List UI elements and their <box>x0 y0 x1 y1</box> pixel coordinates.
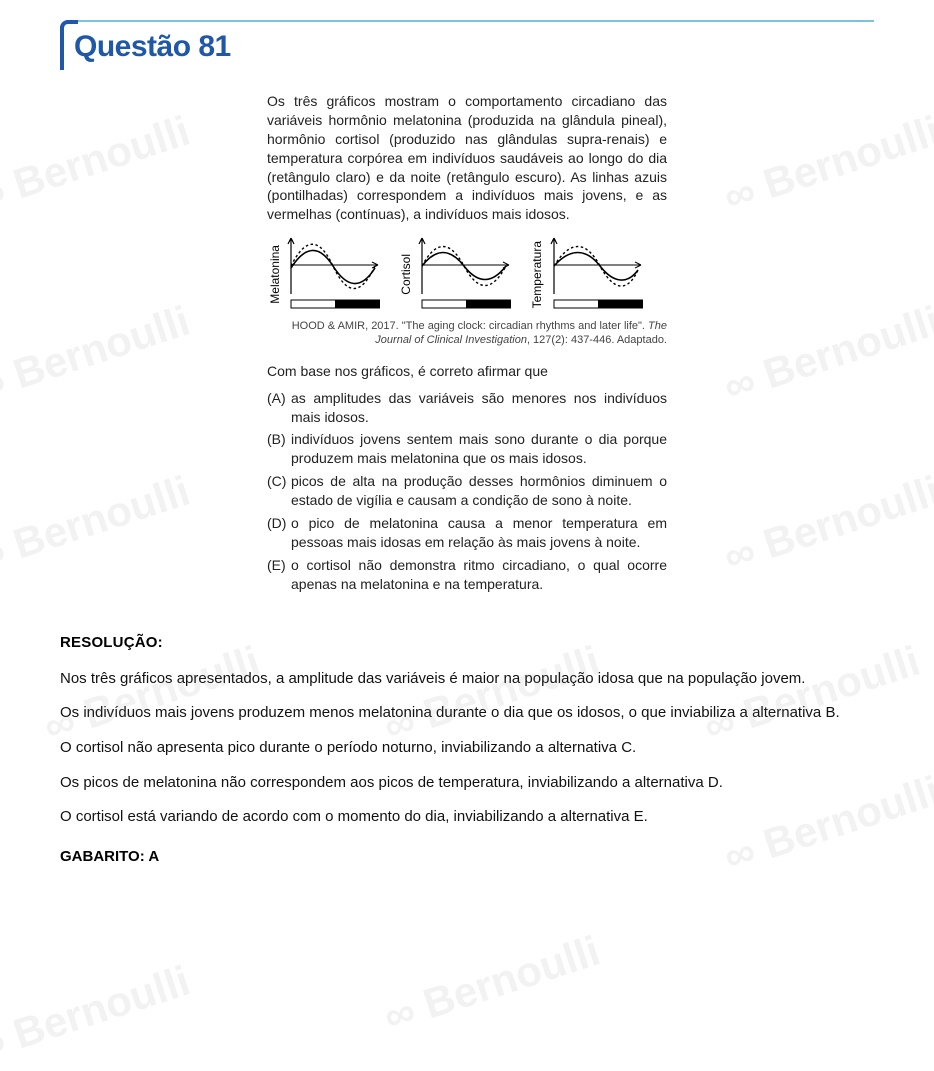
chart-ylabel: Temperatura <box>529 241 545 308</box>
option-text: o pico de melatonina causa a menor tempe… <box>291 514 667 552</box>
question-title: Questão 81 <box>70 26 874 70</box>
option-text: o cortisol não demonstra ritmo circadian… <box>291 556 667 594</box>
option-label: (A) <box>267 389 291 427</box>
question-intro: Os três gráficos mostram o comportamento… <box>267 92 667 224</box>
option-row: (C)picos de alta na produção desses horm… <box>267 472 667 510</box>
options-list: (A)as amplitudes das variáveis são menor… <box>267 389 667 594</box>
question-body: Os três gráficos mostram o comportamento… <box>267 92 667 594</box>
mini-chart: Temperatura <box>529 236 642 312</box>
resolution-paragraph: Os indivíduos mais jovens produzem menos… <box>60 703 874 724</box>
watermark-text: ∞ Bernoulli <box>0 957 196 1071</box>
option-row: (D)o pico de melatonina causa a menor te… <box>267 514 667 552</box>
watermark-text: ∞ Bernoulli <box>0 467 196 582</box>
chart-svg <box>416 236 511 312</box>
resolution-heading: RESOLUÇÃO: <box>60 634 874 651</box>
watermark-text: ∞ Bernoulli <box>0 297 196 412</box>
chart-ylabel: Cortisol <box>398 254 414 295</box>
option-text: as amplitudes das variáveis são menores … <box>291 389 667 427</box>
option-label: (B) <box>267 430 291 468</box>
watermark-text: ∞ Bernoulli <box>378 927 606 1042</box>
mini-chart: Melatonina <box>267 236 380 312</box>
option-text: indivíduos jovens sentem mais sono duran… <box>291 430 667 468</box>
citation-part2: , 127(2): 437-446. Adaptado. <box>527 334 667 346</box>
resolution-paragraphs: Nos três gráficos apresentados, a amplit… <box>60 669 874 828</box>
option-label: (C) <box>267 472 291 510</box>
resolution-section: RESOLUÇÃO: Nos três gráficos apresentado… <box>60 634 874 865</box>
resolution-paragraph: O cortisol está variando de acordo com o… <box>60 807 874 828</box>
charts-row: Melatonina Cortisol Temperatura <box>267 236 667 312</box>
watermark-text: ∞ Bernoulli <box>0 107 196 222</box>
option-label: (E) <box>267 556 291 594</box>
watermark-text: ∞ Bernoulli <box>718 467 934 582</box>
chart-svg <box>285 236 380 312</box>
question-header: Questão 81 <box>60 20 874 70</box>
resolution-paragraph: O cortisol não apresenta pico durante o … <box>60 738 874 759</box>
citation-part1: HOOD & AMIR, 2017. "The aging clock: cir… <box>292 320 648 332</box>
option-row: (A)as amplitudes das variáveis são menor… <box>267 389 667 427</box>
chart-svg <box>548 236 643 312</box>
resolution-paragraph: Os picos de melatonina não correspondem … <box>60 773 874 794</box>
gabarito: GABARITO: A <box>60 848 874 865</box>
option-label: (D) <box>267 514 291 552</box>
citation: HOOD & AMIR, 2017. "The aging clock: cir… <box>267 320 667 348</box>
watermark-text: ∞ Bernoulli <box>718 297 934 412</box>
resolution-paragraph: Nos três gráficos apresentados, a amplit… <box>60 669 874 690</box>
watermark-text: ∞ Bernoulli <box>718 107 934 222</box>
option-text: picos de alta na produção desses hormôni… <box>291 472 667 510</box>
option-row: (E)o cortisol não demonstra ritmo circad… <box>267 556 667 594</box>
option-row: (B)indivíduos jovens sentem mais sono du… <box>267 430 667 468</box>
mini-chart: Cortisol <box>398 236 511 312</box>
question-prompt: Com base nos gráficos, é correto afirmar… <box>267 362 667 381</box>
chart-ylabel: Melatonina <box>267 245 283 304</box>
